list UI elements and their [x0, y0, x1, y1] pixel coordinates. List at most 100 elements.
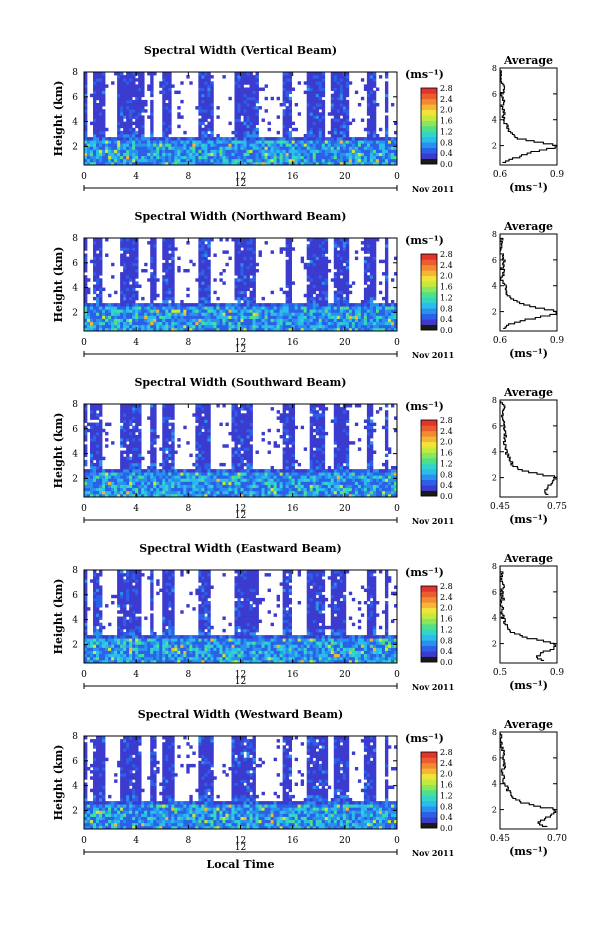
heatmap-cell [309, 275, 314, 279]
heatmap-cell [171, 309, 175, 313]
heatmap-cell [165, 315, 169, 319]
heatmap-cell [372, 137, 377, 141]
heatmap-cell [153, 143, 157, 147]
heatmap-cell [300, 155, 305, 160]
heatmap-cell [384, 259, 389, 264]
heatmap-cell [288, 109, 293, 113]
heatmap-cell [153, 296, 157, 301]
heatmap-cell [237, 238, 241, 242]
heatmap-cell [258, 106, 262, 110]
heatmap-cell [159, 90, 163, 95]
heatmap-cell [393, 306, 398, 310]
date-label: Nov 2011 [412, 350, 454, 360]
heatmap-cell [162, 303, 166, 307]
heatmap-cell [105, 431, 109, 436]
heatmap-cell [249, 238, 253, 242]
heatmap-cell [324, 293, 329, 298]
heatmap-cell [165, 462, 169, 467]
colorbar-swatch [421, 98, 437, 105]
heatmap-cell [114, 158, 118, 163]
heatmap-cell [363, 290, 368, 295]
heatmap-cell [393, 327, 398, 332]
heatmap-cell [171, 244, 175, 248]
heatmap-cell [234, 140, 238, 144]
heatmap-cell [141, 478, 145, 482]
heatmap-cell [225, 161, 229, 166]
heatmap-cell [174, 137, 178, 141]
heatmap-cell [201, 106, 205, 110]
heatmap-cell [84, 428, 88, 433]
heatmap-cell [153, 72, 157, 76]
colorbar-label: 1.6 [440, 283, 453, 292]
heatmap-cell [309, 127, 314, 132]
heatmap-cell [366, 124, 371, 129]
heatmap-cell [201, 262, 205, 267]
heatmap-cell [306, 312, 311, 316]
heatmap-cell [150, 293, 154, 298]
heatmap-cell [120, 72, 124, 76]
heatmap-cell [162, 306, 166, 310]
heatmap-cell [135, 413, 139, 417]
heatmap-cell [93, 278, 97, 282]
heatmap-cell [162, 296, 166, 301]
heatmap-cell [96, 241, 100, 245]
heatmap-cell [366, 103, 371, 107]
heatmap-cell [123, 481, 127, 485]
heatmap-cell [165, 262, 169, 267]
heatmap-cell [246, 112, 250, 116]
heatmap-cell [171, 143, 175, 147]
heatmap-cell [249, 318, 253, 323]
heatmap-cell [99, 444, 103, 448]
heatmap-cell [234, 296, 238, 301]
heatmap-cell [171, 490, 175, 495]
heatmap-cell [339, 309, 344, 313]
heatmap-cell [147, 478, 151, 482]
heatmap-cell [171, 272, 175, 276]
heatmap-cell [315, 84, 320, 88]
heatmap-cell [132, 327, 136, 332]
heatmap-cell [120, 241, 124, 245]
heatmap-cell [210, 238, 214, 242]
heatmap-cell [333, 130, 338, 135]
heatmap-cell [201, 99, 205, 104]
heatmap-cell [378, 158, 383, 163]
heatmap-cell [120, 284, 124, 288]
heatmap-cell [132, 93, 136, 98]
heatmap-cell [333, 238, 338, 242]
heatmap-cell [153, 244, 157, 248]
heatmap-cell [135, 290, 139, 295]
heatmap-cell [225, 303, 229, 307]
heatmap-cell [105, 422, 109, 427]
heatmap-cell [135, 475, 139, 479]
heatmap-cell [174, 306, 178, 310]
heatmap-cell [204, 309, 208, 313]
heatmap-cell [162, 75, 166, 79]
heatmap-cell [129, 272, 133, 276]
heatmap-cell [99, 296, 103, 301]
heatmap-cell [333, 90, 338, 95]
heatmap-cell [129, 269, 133, 273]
heatmap-cell [333, 112, 338, 116]
heatmap-cell [201, 422, 205, 427]
heatmap-cell [150, 78, 154, 82]
heatmap-cell [105, 158, 109, 163]
heatmap-cell [225, 149, 229, 153]
heatmap-cell [237, 161, 241, 166]
heatmap-cell [372, 312, 377, 316]
heatmap-cell [363, 269, 368, 273]
heatmap-cell [156, 309, 160, 313]
colorbar-swatch [421, 324, 437, 331]
heatmap-cell [309, 247, 314, 251]
heatmap-cell [363, 293, 368, 298]
heatmap-cell [111, 481, 115, 485]
heatmap-cell [201, 281, 205, 285]
heatmap-cell [288, 321, 293, 326]
heatmap-cell [84, 146, 88, 150]
heatmap-cell [144, 158, 148, 163]
heatmap-cell [105, 161, 109, 166]
heatmap-cell [195, 462, 199, 467]
heatmap-cell [147, 306, 151, 310]
heatmap-cell [123, 484, 127, 489]
heatmap-cell [153, 241, 157, 245]
heatmap-cell [246, 244, 250, 248]
